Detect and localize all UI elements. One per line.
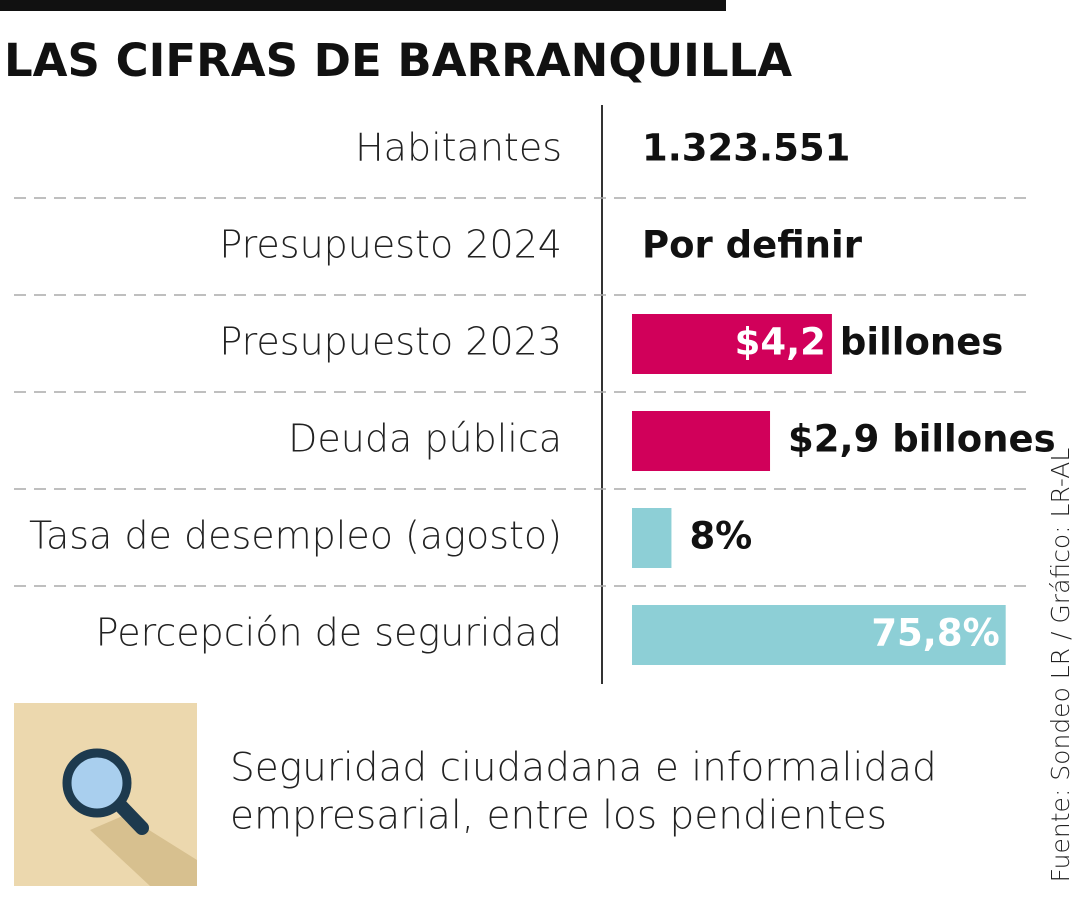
row-value: Por definir (642, 224, 863, 267)
row-label: Presupuesto 2024 (219, 223, 562, 267)
row-label: Presupuesto 2023 (219, 320, 562, 364)
row-label: Deuda pública (288, 417, 562, 461)
title: LAS CIFRAS DE BARRANQUILLA (4, 34, 792, 87)
bar-label: $2,9 billones (788, 418, 1056, 461)
top-rule (0, 0, 726, 11)
bar-label: 75,8% (871, 612, 999, 655)
bar-label: $4,2 (735, 321, 826, 364)
row-label: Tasa de desempleo (agosto) (29, 514, 562, 558)
bar (632, 605, 1006, 665)
bar (632, 508, 672, 568)
bar (632, 411, 771, 471)
note-line: empresarial, entre los pendientes (230, 794, 887, 839)
row-label: Habitantes (355, 126, 562, 170)
bar-unit: billones (840, 321, 1003, 364)
note-icon (14, 703, 197, 886)
source: Fuente: Sondeo LR / Gráfico: LR-AL (1046, 448, 1075, 883)
row-value: 1.323.551 (642, 127, 850, 170)
row-label: Percepción de seguridad (96, 611, 562, 655)
bar (632, 314, 832, 374)
bar-label: 8% (689, 515, 752, 558)
note-line: Seguridad ciudadana e informalidad (230, 746, 937, 791)
